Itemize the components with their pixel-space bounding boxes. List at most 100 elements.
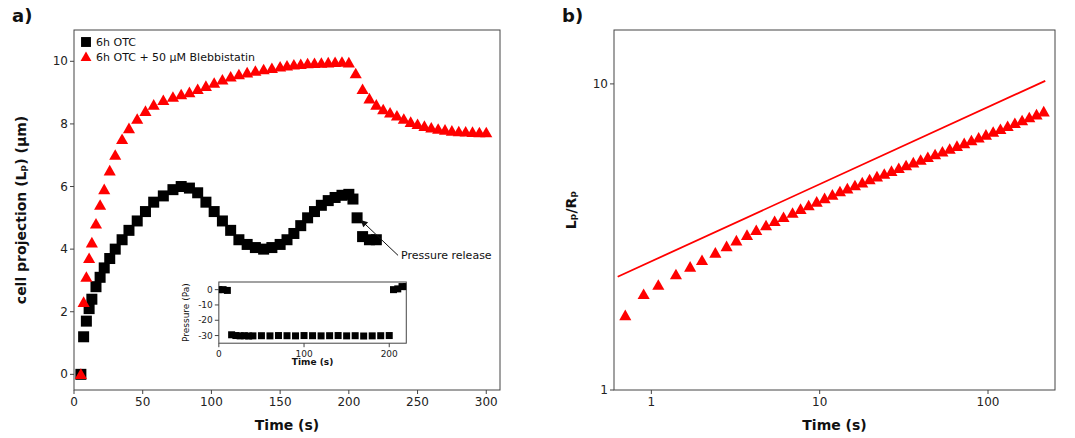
scatter-point xyxy=(370,99,382,110)
y-tick xyxy=(70,249,74,250)
y-tick xyxy=(215,289,219,290)
scatter-point xyxy=(696,254,708,265)
x-tick-label: 300 xyxy=(475,395,498,409)
data-layer xyxy=(219,283,406,339)
y-tick-label: 10 xyxy=(593,77,608,91)
x-tick-label: 200 xyxy=(381,349,398,359)
scatter-point xyxy=(652,279,664,290)
scatter-point xyxy=(78,296,90,307)
scatter-point xyxy=(347,194,358,205)
y-tick-label: 8 xyxy=(60,117,68,131)
panel-title: b) xyxy=(562,5,583,26)
x-tick xyxy=(389,343,390,347)
scatter-point xyxy=(104,253,115,264)
scatter-point xyxy=(148,197,159,208)
panel-title: a) xyxy=(12,5,32,26)
scatter-point xyxy=(75,368,87,379)
y-tick xyxy=(610,83,614,84)
scatter-point xyxy=(192,187,203,198)
scatter-series xyxy=(75,56,492,379)
plot-background xyxy=(219,282,406,343)
y-tick-label: -30 xyxy=(198,331,213,341)
y-axis-label: Pressure (Pa) xyxy=(181,283,191,342)
scatter-point xyxy=(371,234,382,245)
annotation-arrow xyxy=(361,220,398,256)
scatter-point xyxy=(117,234,128,245)
scatter-point xyxy=(352,332,359,339)
data-layer xyxy=(618,81,1050,320)
x-tick xyxy=(486,390,487,394)
scatter-point xyxy=(140,206,151,217)
scatter-point xyxy=(350,68,362,79)
x-tick xyxy=(819,390,820,394)
y-tick xyxy=(70,311,74,312)
scatter-point xyxy=(730,235,742,246)
scatter-series xyxy=(219,283,406,339)
x-tick xyxy=(988,390,989,394)
inset-chart: 01002000-10-20-30Time (s)Pressure (Pa) xyxy=(181,282,410,367)
scatter-point xyxy=(209,206,220,217)
legend: 6h OTC6h OTC + 50 μM Blebbistatin xyxy=(81,36,256,64)
y-tick-label: -20 xyxy=(198,315,213,325)
y-tick xyxy=(215,335,219,336)
scatter-point xyxy=(343,57,355,68)
plot-background xyxy=(74,30,500,390)
x-tick-label: 50 xyxy=(135,395,150,409)
scatter-point xyxy=(326,332,333,339)
scatter-point xyxy=(335,332,342,339)
x-tick xyxy=(304,343,305,347)
x-tick-label: 0 xyxy=(70,395,78,409)
scatter-point xyxy=(132,215,143,226)
scatter-point xyxy=(110,244,121,255)
scatter-point xyxy=(292,332,299,339)
scatter-point xyxy=(284,332,291,339)
scatter-point xyxy=(403,283,407,290)
x-tick xyxy=(348,390,349,394)
scatter-point xyxy=(75,369,86,380)
data-layer xyxy=(75,56,492,380)
plot-frame xyxy=(614,30,1055,390)
scatter-point xyxy=(386,332,393,339)
y-tick-label: 4 xyxy=(60,242,68,256)
x-axis-label: Time (s) xyxy=(802,417,866,433)
x-tick xyxy=(74,390,75,394)
x-axis-label: Time (s) xyxy=(255,417,319,433)
scatter-point xyxy=(480,127,492,138)
scatter-point xyxy=(309,332,316,339)
y-axis-label: cell projection (Lₚ) (μm) xyxy=(13,116,29,304)
x-tick-label: 100 xyxy=(200,395,223,409)
x-tick-label: 100 xyxy=(977,395,1000,409)
scatter-series xyxy=(75,181,381,380)
scatter-point xyxy=(258,332,265,339)
scatter-point xyxy=(157,94,169,105)
plot-frame xyxy=(219,282,406,343)
scatter-point xyxy=(98,184,110,195)
scatter-point xyxy=(619,310,631,321)
scatter-point xyxy=(249,332,256,339)
y-tick xyxy=(70,61,74,62)
scatter-point xyxy=(123,123,135,134)
y-tick-label: 2 xyxy=(60,305,68,319)
scatter-point xyxy=(86,237,98,248)
scatter-point xyxy=(360,333,367,340)
scatter-point xyxy=(369,332,376,339)
y-tick xyxy=(70,186,74,187)
y-tick xyxy=(610,390,614,391)
scatter-point xyxy=(81,316,92,327)
scatter-point xyxy=(116,134,128,145)
scatter-point xyxy=(83,252,95,263)
scatter-point xyxy=(200,197,211,208)
x-tick xyxy=(211,390,212,394)
scatter-point xyxy=(301,332,308,339)
x-tick xyxy=(651,390,652,394)
y-tick-label: -10 xyxy=(198,300,213,310)
scatter-point xyxy=(357,83,369,94)
scatter-point xyxy=(217,215,228,226)
annotation-arrowhead xyxy=(361,220,368,227)
y-tick-label: 1 xyxy=(600,383,608,397)
scatter-point xyxy=(104,165,116,176)
scatter-point xyxy=(721,241,733,252)
scatter-point xyxy=(343,332,350,339)
y-tick-label: 0 xyxy=(60,367,68,381)
y-tick xyxy=(70,374,74,375)
